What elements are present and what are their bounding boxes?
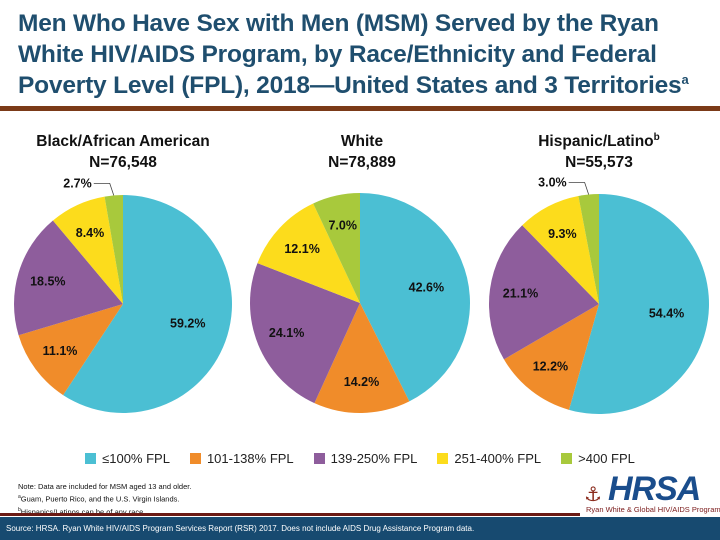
pie-slice [568, 194, 709, 414]
ryan-white-emblem-icon: ⚓ [584, 484, 602, 506]
pie-slice [522, 195, 599, 304]
pie-slice [104, 195, 123, 304]
footnote-marker: a [18, 494, 21, 500]
pie-chart-1: White N=78,889 42.6% 14.2% 24.1% 12.1% 7.0% [249, 133, 470, 413]
footnote-text: Guam, Puerto Rico, and the U.S. Virgin I… [20, 494, 180, 504]
slice-label: 14.2% [344, 375, 379, 389]
pie-slice [18, 304, 123, 396]
slice-label: 2.7% [63, 176, 92, 190]
pie-chart-2: Hispanic/Latinob N=55,573 54.4% 12.2% 21.1% 9… [488, 132, 709, 414]
legend-item: >400 FPL [561, 451, 635, 466]
legend-item: 101-138% FPL [189, 451, 294, 466]
source-footer: Source: HRSA. Ryan White HIV/AIDS Progra… [0, 517, 720, 540]
slice-label: 7.0% [328, 219, 357, 233]
pie-subtitle: N=55,573 [565, 154, 633, 171]
hrsa-logo: ⚓ HRSA Ryan White & Global HIV/AIDS Prog… [582, 470, 720, 516]
legend-swatch [313, 453, 325, 464]
legend-label: 251-400% FPL [454, 451, 542, 466]
slice-label: 3.0% [538, 175, 567, 189]
slide-title: Men Who Have Sex with Men (MSM) Served b… [18, 8, 708, 101]
slice-label: 18.5% [30, 274, 65, 288]
legend-swatch [437, 453, 449, 464]
logo-wordmark: HRSA [608, 470, 701, 508]
footnote: Note: Data are included for MSM aged 13 … [18, 482, 191, 492]
legend-label: 101-138% FPL [206, 451, 294, 466]
pie-subtitle: N=76,548 [89, 154, 157, 171]
footnote-text: Hispanics/Latinos can be of any race. [20, 507, 146, 516]
pie-slice [63, 195, 233, 413]
slice-label: 24.1% [269, 326, 304, 340]
slice-label: 12.1% [284, 242, 319, 256]
legend-swatch [561, 453, 573, 464]
footnote: aGuam, Puerto Rico, and the U.S. Virgin … [18, 492, 191, 505]
legend-swatch [189, 453, 201, 464]
title-divider [0, 106, 720, 111]
legend-label: 139-250% FPL [330, 451, 418, 466]
pie-slice [314, 303, 410, 413]
slice-label: 42.6% [409, 280, 444, 294]
slice-label: 21.1% [503, 286, 538, 300]
pie-title: White [341, 133, 384, 150]
slice-label: 8.4% [76, 226, 105, 240]
footnotes: Note: Data are included for MSM aged 13 … [18, 482, 191, 517]
pie-slice [578, 194, 599, 304]
pie-slice [503, 304, 599, 410]
footnote-text: Note: Data are included for MSM aged 13 … [18, 482, 192, 491]
slice-label: 9.3% [548, 227, 577, 241]
footnote-marker: b [18, 506, 21, 513]
pie-slice [313, 193, 360, 303]
pie-chart-0: Black/African American N=76,548 59.2% 11.1%… [14, 133, 233, 413]
footnote: bHispanics/Latinos can be of any race. [18, 505, 191, 518]
pie-slice [52, 196, 123, 304]
legend-swatch [85, 453, 97, 464]
legend-label: >400 FPL [578, 451, 635, 466]
legend-item: 251-400% FPL [437, 451, 541, 466]
pie-slice [14, 220, 124, 336]
pie-slice [249, 263, 360, 404]
pie-title: Hispanic/Latinob [538, 132, 660, 150]
slice-label: 11.1% [43, 344, 78, 358]
legend-item: 139-250% FPL [313, 451, 418, 466]
slice-label: 54.4% [649, 306, 684, 320]
slide-title-text: Men Who Have Sex with Men (MSM) Served b… [18, 10, 682, 99]
slice-label: 59.2% [170, 316, 205, 330]
title-footnote-marker: a [681, 71, 689, 87]
leader-line [568, 182, 590, 195]
legend-item: ≤100% FPL [85, 451, 170, 466]
legend-label: ≤100% FPL [102, 451, 170, 466]
pie-title: Black/African American [36, 133, 209, 150]
logo-subtitle: Ryan White & Global HIV/AIDS Programs [586, 505, 720, 514]
footer-divider [0, 513, 580, 516]
pie-slice [360, 193, 470, 402]
leader-line [93, 182, 115, 196]
slice-label: 12.2% [533, 360, 568, 374]
pie-subtitle: N=78,889 [328, 154, 396, 171]
source-text: Source: HRSA. Ryan White HIV/AIDS Progra… [6, 524, 475, 533]
pie-slice [488, 225, 599, 360]
chart-legend: ≤100% FPL 101-138% FPL 139-250% FPL 251-400… [0, 451, 720, 466]
pie-slice [257, 203, 360, 303]
